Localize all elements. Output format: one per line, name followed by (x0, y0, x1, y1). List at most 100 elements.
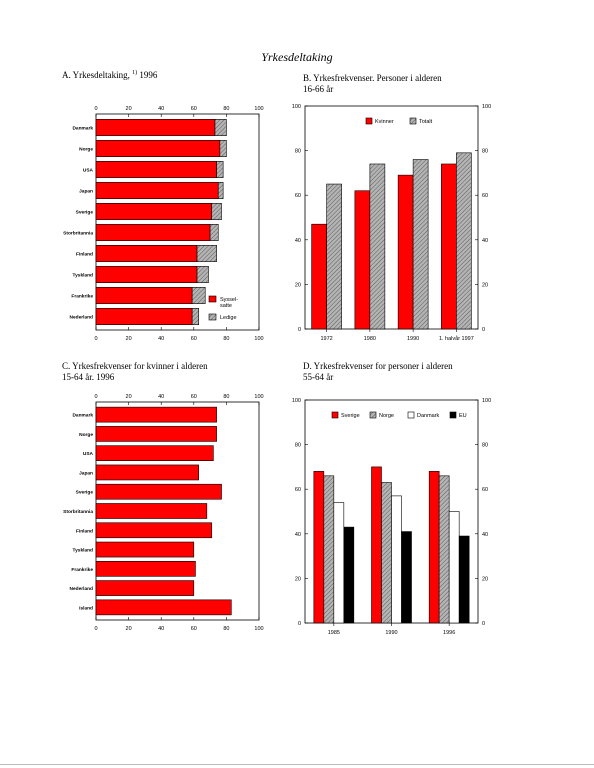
panel-b-left-tick-label: 20 (295, 282, 301, 288)
panel-a-bottom-tick-label: 60 (191, 336, 197, 342)
panel-a-legend-swatch (208, 295, 217, 303)
panel-d-bar-eu (458, 535, 470, 624)
panel-b-legend-swatch (409, 117, 417, 125)
panel-c-top-tick-label: 20 (126, 394, 132, 400)
panel-a-bar-secondary (191, 287, 206, 304)
panel-b-category-label: 1. halvår 1997 (439, 335, 474, 342)
panel-d-legend-swatch (331, 411, 339, 419)
panel-a-bar-secondary (217, 182, 224, 199)
panel-a-bottom-tick-label: 100 (254, 336, 263, 342)
panel-c-bottom-tick-label: 60 (191, 626, 197, 632)
panel-d-bar-danmark (333, 502, 345, 624)
panel-a-bar-main (95, 182, 219, 199)
panel-d-legend-swatch (449, 411, 457, 419)
panel-a-bar-main (95, 224, 211, 241)
panel-d-bar-norge (323, 475, 335, 624)
panel-d-category-label: 1985 (328, 630, 340, 636)
panel-b-legend-swatch (365, 117, 373, 125)
panel-b-category-label: 1972 (321, 336, 333, 342)
panel-a-bar-main (95, 266, 198, 283)
panel-a-bar-secondary (191, 308, 199, 325)
panel-d-legend-label: Danmark (417, 413, 440, 419)
panel-a-title-text: A. Yrkesdeltaking, (62, 70, 130, 80)
panel-b-bar-kvinner (441, 163, 457, 330)
panel-d-left-tick-label: 100 (292, 398, 301, 404)
panel-b-legend-label: Totalt (419, 119, 433, 125)
panel-b-bar-kvinner (397, 174, 414, 330)
panel-b-bar-kvinner (354, 190, 371, 330)
panel-c-bar (95, 483, 222, 500)
panel-a-category-label: Japan (79, 189, 93, 195)
panel-a-bar-main (95, 161, 217, 178)
panel-d-legend-label: EU (459, 413, 467, 419)
panel-b-title: B. Yrkesfrekvenser. Personer i alderen 1… (303, 73, 442, 94)
panel-a-bar-secondary (214, 119, 227, 136)
panel-c-category-label: Finland (76, 528, 93, 534)
panel-a-bar-secondary (219, 140, 227, 157)
panel-b-left-tick-label: 0 (298, 327, 301, 333)
panel-a-top-tick-label: 100 (254, 106, 263, 112)
panel-a-title: A. Yrkesdeltaking, 1) 1996 (62, 70, 157, 81)
panel-c-category-label: Japan (79, 470, 93, 476)
panel-b-left-tick-label: 80 (295, 149, 301, 155)
panel-c-category-label: Tyskland (73, 548, 94, 554)
panel-a-top-tick-label: 80 (223, 106, 229, 112)
page-bottom-rule (0, 764, 594, 765)
panel-d-right-tick-label: 0 (482, 621, 485, 627)
panel-c-bar (95, 464, 199, 481)
panel-a-title-suffix: 1996 (137, 70, 158, 80)
panel-d-category-label: 1996 (443, 630, 455, 636)
panel-b-legend-label: Kvinner (375, 119, 394, 125)
panel-a-legend-label: Syssel- (220, 297, 238, 303)
panel-c-bottom-tick-label: 0 (94, 626, 97, 632)
panel-b-left-tick-label: 40 (295, 238, 301, 244)
panel-a-category-label: Storbritannia (63, 231, 93, 237)
panel-d-right-tick-label: 80 (482, 443, 488, 449)
panel-a-category-label: Danmark (72, 126, 93, 132)
panel-d-title: D. Yrkesfrekvenser for personer i aldere… (303, 361, 453, 382)
panel-b-right-tick-label: 20 (482, 282, 488, 288)
panel-d-left-tick-label: 80 (295, 443, 301, 449)
panel-c-bottom-tick-label: 40 (158, 626, 164, 632)
panel-a-bar-secondary (196, 266, 209, 283)
panel-d-bar-norge (381, 482, 392, 624)
panel-a-category-label: Finland (76, 252, 93, 258)
panel-d-right-tick-label: 20 (482, 576, 488, 582)
panel-d-bar-danmark (448, 511, 460, 624)
panel-b-right-tick-label: 0 (482, 327, 485, 333)
panel-c-category-label: USA (83, 451, 94, 457)
panel-a-bar-main (95, 308, 193, 325)
panel-c-bottom-tick-label: 80 (223, 626, 229, 632)
panel-b-right-tick-label: 100 (482, 104, 491, 110)
panel-b-category-label: 1990 (407, 336, 419, 342)
panel-a-category-label: Nederland (70, 315, 94, 321)
page-title: Yrkesdeltaking (261, 50, 333, 64)
panel-a-bar-secondary (216, 161, 224, 178)
panel-c-bar (95, 522, 213, 539)
panel-a-bar-secondary (196, 245, 217, 262)
panel-c-bar (95, 541, 195, 558)
panel-c-bar (95, 503, 208, 519)
panel-c-bottom-tick-label: 100 (254, 626, 263, 632)
panel-a-bar-main (95, 287, 193, 304)
panel-c-top-tick-label: 60 (191, 394, 197, 400)
panel-b-right-tick-label: 60 (482, 193, 488, 199)
panel-b-category-label: 1980 (364, 336, 376, 342)
panel-a-top-tick-label: 60 (191, 106, 197, 112)
panel-b-left-tick-label: 60 (295, 193, 301, 199)
panel-c-category-label: Norge (79, 432, 93, 438)
panel-d-left-tick-label: 60 (295, 487, 301, 493)
panel-c-bar (95, 445, 214, 461)
panel-a-bar-main (95, 140, 221, 157)
panel-b-plot-frame (304, 105, 479, 330)
panel-d-bar-danmark (391, 495, 402, 624)
panel-d-legend-swatch (407, 411, 415, 419)
panel-c-category-label: Danmark (72, 413, 93, 419)
panel-a-legend-label: satte (220, 303, 232, 309)
panel-c-category-label: Sverige (76, 490, 94, 496)
panel-c-category-label: Island (79, 605, 93, 611)
panel-c-top-tick-label: 100 (254, 394, 263, 400)
panel-b-right-tick-label: 40 (482, 238, 488, 244)
panel-a-top-tick-label: 0 (94, 106, 97, 112)
